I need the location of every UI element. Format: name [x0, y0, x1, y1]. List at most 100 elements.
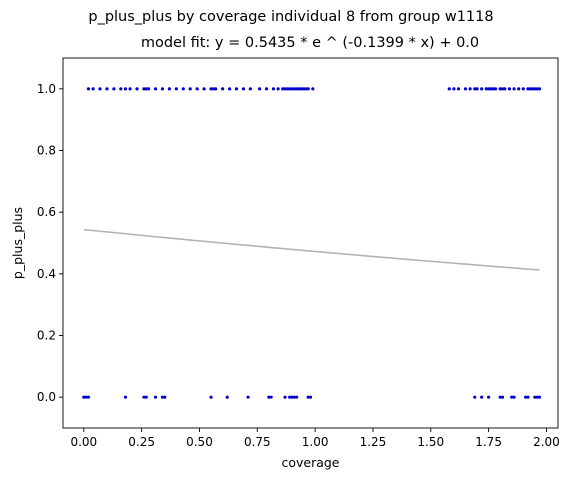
- data-point: [480, 87, 484, 91]
- data-point: [452, 87, 456, 91]
- data-point: [290, 87, 294, 91]
- data-point: [248, 87, 252, 91]
- data-point: [500, 87, 505, 91]
- data-point: [142, 87, 146, 91]
- data-point: [507, 87, 512, 91]
- data-point: [98, 87, 102, 91]
- data-point: [241, 87, 246, 91]
- data-point: [146, 87, 151, 91]
- data-point: [227, 87, 232, 91]
- y-axis-label: p_plus_plus: [10, 207, 25, 279]
- x-tick-label: 1.00: [302, 435, 329, 449]
- data-point: [221, 87, 225, 91]
- data-point: [456, 87, 461, 91]
- data-point: [500, 395, 505, 399]
- data-point: [290, 395, 294, 399]
- x-tick-label: 1.25: [360, 435, 387, 449]
- data-point: [142, 395, 146, 399]
- fit-curve: [83, 228, 540, 271]
- data-point: [267, 395, 271, 399]
- data-point: [276, 87, 280, 91]
- data-point: [209, 395, 213, 399]
- data-point: [160, 87, 165, 91]
- data-point: [234, 87, 239, 91]
- data-point: [292, 395, 296, 399]
- x-tick-label: 0.25: [128, 435, 155, 449]
- y-tick-label: 0.6: [37, 205, 56, 219]
- data-point: [119, 87, 123, 91]
- data-point: [299, 87, 303, 91]
- data-point: [510, 395, 514, 399]
- data-point: [537, 395, 542, 399]
- chart-subtitle: model fit: y = 0.5435 * e ^ (-0.1399 * x…: [140, 35, 480, 51]
- data-point: [153, 87, 158, 91]
- data-point: [211, 87, 215, 91]
- data-point: [498, 395, 502, 399]
- data-point: [209, 87, 213, 91]
- data-point: [475, 87, 479, 91]
- data-point: [258, 87, 262, 91]
- y-tick-label: 0.4: [37, 267, 56, 281]
- data-point: [526, 87, 530, 91]
- data-point: [86, 395, 91, 399]
- data-point: [493, 87, 498, 91]
- data-point: [480, 395, 484, 399]
- data-point: [269, 395, 273, 399]
- data-point: [533, 87, 537, 91]
- data-point: [521, 87, 525, 91]
- x-tick-label: 0.75: [244, 435, 271, 449]
- data-point: [308, 395, 313, 399]
- data-point: [503, 87, 507, 91]
- data-point: [292, 87, 296, 91]
- data-point: [473, 395, 477, 399]
- data-point: [487, 87, 491, 91]
- x-tick-label: 1.75: [475, 435, 502, 449]
- data-point: [530, 87, 535, 91]
- x-axis-label: coverage: [281, 455, 339, 470]
- data-point: [306, 395, 310, 399]
- data-point: [160, 395, 165, 399]
- data-point: [311, 87, 315, 91]
- data-point: [128, 87, 132, 91]
- data-point: [264, 87, 269, 91]
- data-point: [174, 87, 178, 91]
- data-point: [512, 395, 516, 399]
- data-point: [123, 87, 128, 91]
- data-point: [484, 87, 488, 91]
- data-point: [144, 395, 148, 399]
- data-point: [283, 395, 287, 399]
- y-tick-label: 0.2: [37, 329, 56, 343]
- y-tick-label: 1.0: [37, 82, 56, 96]
- data-point: [295, 395, 299, 399]
- data-point: [468, 87, 472, 91]
- data-point: [167, 87, 172, 91]
- data-point: [283, 87, 287, 91]
- data-point: [271, 87, 276, 91]
- plot-frame: [62, 57, 559, 429]
- data-point: [202, 87, 206, 91]
- data-point: [498, 87, 502, 91]
- data-point: [447, 87, 451, 91]
- y-tick-label: 0.0: [37, 390, 56, 404]
- data-point: [306, 87, 310, 91]
- data-point: [163, 395, 167, 399]
- data-point: [214, 87, 218, 91]
- data-point: [491, 87, 495, 91]
- data-point: [288, 395, 292, 399]
- data-point: [195, 87, 199, 91]
- data-point: [112, 87, 116, 91]
- data-point: [535, 395, 539, 399]
- data-point: [153, 395, 158, 399]
- data-point: [537, 87, 542, 91]
- data-point: [82, 395, 86, 399]
- data-point: [304, 87, 308, 91]
- chart-title: p_plus_plus by coverage individual 8 fro…: [88, 9, 494, 25]
- data-point: [295, 87, 299, 91]
- data-point: [487, 395, 491, 399]
- data-point: [301, 87, 306, 91]
- data-point: [246, 395, 250, 399]
- data-point: [526, 395, 530, 399]
- data-point: [135, 87, 139, 91]
